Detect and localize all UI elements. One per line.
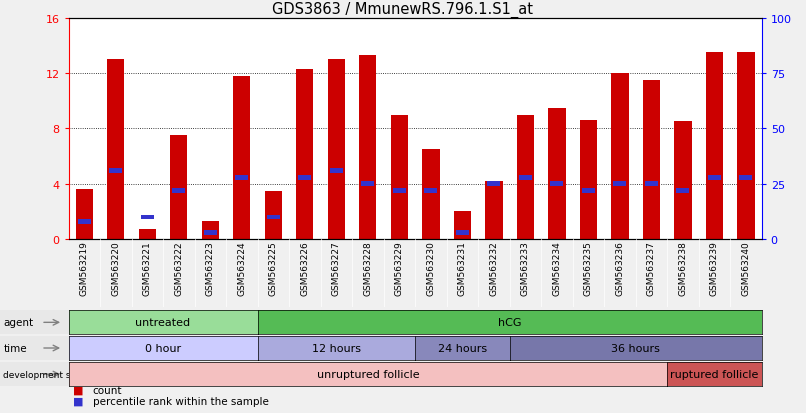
Text: count: count [93, 385, 123, 395]
Bar [393, 188, 406, 193]
Bar [296, 70, 314, 240]
Bar [361, 182, 374, 187]
Bar [676, 188, 689, 193]
Text: 36 hours: 36 hours [611, 343, 660, 353]
Bar [139, 230, 156, 240]
Text: GSM563232: GSM563232 [489, 241, 498, 296]
Text: GSM563221: GSM563221 [143, 241, 152, 296]
Bar [107, 60, 124, 240]
Bar [267, 215, 280, 220]
Bar [170, 136, 188, 240]
Bar [582, 188, 595, 193]
Bar [359, 56, 376, 240]
Text: GSM563235: GSM563235 [584, 241, 593, 296]
Bar [550, 182, 563, 187]
Bar [708, 175, 721, 180]
Bar [454, 212, 471, 240]
Text: GSM563225: GSM563225 [269, 241, 278, 296]
Text: GSM563223: GSM563223 [206, 241, 214, 296]
Bar [391, 115, 408, 240]
Bar [233, 76, 251, 240]
Bar [202, 222, 219, 240]
Text: GSM563237: GSM563237 [647, 241, 656, 296]
Bar [110, 169, 123, 173]
Text: 24 hours: 24 hours [438, 343, 487, 353]
Bar [330, 169, 343, 173]
Text: GDS3863 / MmunewRS.796.1.S1_at: GDS3863 / MmunewRS.796.1.S1_at [272, 2, 534, 18]
Bar [77, 219, 91, 224]
Text: GSM563230: GSM563230 [426, 241, 435, 296]
Bar [488, 182, 501, 187]
Bar [519, 175, 532, 180]
Bar [204, 230, 217, 235]
Text: GSM563236: GSM563236 [616, 241, 625, 296]
Bar [298, 175, 311, 180]
Text: GSM563239: GSM563239 [710, 241, 719, 296]
Bar [517, 115, 534, 240]
Bar [422, 150, 439, 240]
Text: GSM563229: GSM563229 [395, 241, 404, 296]
Text: untreated: untreated [135, 318, 190, 328]
Text: GSM563238: GSM563238 [679, 241, 688, 296]
Text: GSM563222: GSM563222 [174, 241, 183, 295]
Text: GSM563226: GSM563226 [301, 241, 310, 296]
Bar [645, 182, 658, 187]
Bar [675, 122, 692, 240]
Text: ruptured follicle: ruptured follicle [671, 369, 758, 379]
Text: hCG: hCG [498, 318, 521, 328]
Text: 12 hours: 12 hours [312, 343, 361, 353]
Bar [456, 230, 469, 235]
Text: GSM563240: GSM563240 [742, 241, 750, 296]
Text: GSM563219: GSM563219 [80, 241, 89, 296]
Bar [264, 191, 282, 240]
Bar [642, 81, 660, 240]
Text: 0 hour: 0 hour [145, 343, 181, 353]
Text: ■: ■ [73, 396, 83, 406]
Bar [613, 182, 626, 187]
Bar [611, 74, 629, 240]
Bar [739, 175, 753, 180]
Text: ■: ■ [73, 385, 83, 395]
Bar [172, 188, 185, 193]
Text: GSM563233: GSM563233 [521, 241, 530, 296]
Text: GSM563224: GSM563224 [237, 241, 247, 295]
Bar [548, 108, 566, 240]
Bar [485, 182, 502, 240]
Bar [737, 53, 754, 240]
Bar [328, 60, 345, 240]
Bar [706, 53, 723, 240]
Text: GSM563227: GSM563227 [332, 241, 341, 296]
Text: agent: agent [3, 318, 34, 328]
Text: GSM563234: GSM563234 [552, 241, 561, 296]
Text: GSM563220: GSM563220 [111, 241, 120, 296]
Text: unruptured follicle: unruptured follicle [317, 369, 419, 379]
Text: percentile rank within the sample: percentile rank within the sample [93, 396, 268, 406]
Text: GSM563231: GSM563231 [458, 241, 467, 296]
Bar [76, 190, 93, 240]
Bar [580, 121, 597, 240]
Text: development stage: development stage [3, 370, 91, 379]
Bar [141, 215, 154, 220]
Bar [235, 175, 248, 180]
Text: time: time [3, 343, 27, 353]
Bar [424, 188, 438, 193]
Text: GSM563228: GSM563228 [364, 241, 372, 296]
